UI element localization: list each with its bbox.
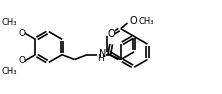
Text: O: O [129,16,137,26]
Text: O: O [108,29,115,39]
Text: O: O [18,29,25,38]
Text: O: O [18,56,25,65]
Text: CH₃: CH₃ [138,17,154,25]
Text: CH₃: CH₃ [1,67,17,76]
Text: N: N [99,49,106,59]
Text: CH₃: CH₃ [1,18,17,27]
Text: H: H [97,54,103,63]
